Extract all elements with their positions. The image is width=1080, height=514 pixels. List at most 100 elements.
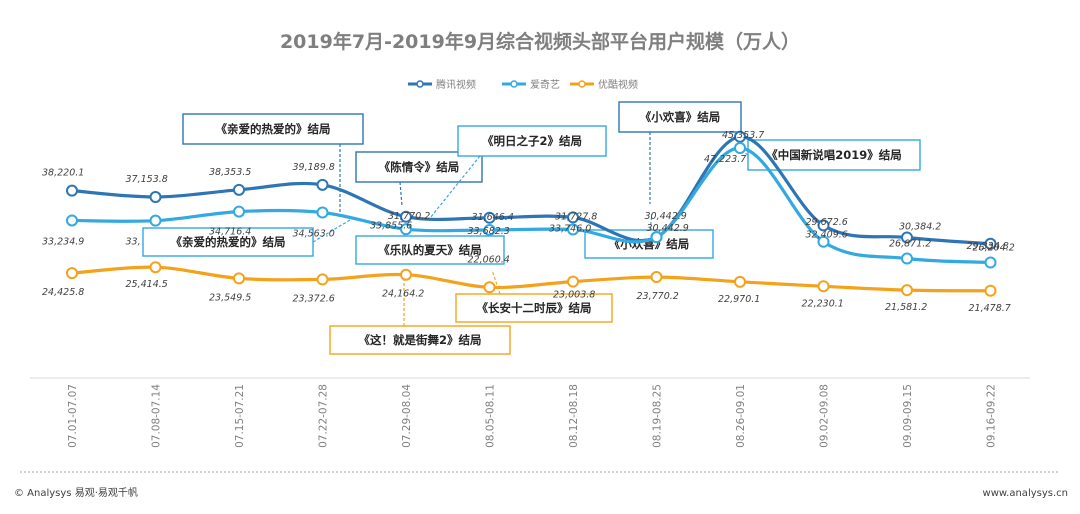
data-point-s0-5 — [483, 211, 496, 224]
data-label-layer: 38,220.1 37,153.8 38,353.5 39,189.8 33,855.6… — [42, 130, 1015, 314]
annotation-leader-5 — [312, 219, 351, 243]
legend-label-2: 优酷视频 — [598, 78, 638, 91]
annotation-label-0: 《亲爱的热爱的》结局 — [216, 122, 331, 136]
data-point-s2-7 — [650, 271, 663, 284]
data-label-s1-10: 26,871.2 — [889, 239, 931, 250]
data-label-s2-6: 23,003.8 — [553, 290, 595, 301]
data-label-s1-11: 26,204.2 — [973, 242, 1015, 253]
annotation-box-3 — [618, 101, 742, 133]
annotation-label-5: 《亲爱的热爱的》结局 — [171, 235, 286, 249]
data-point-s2-5 — [483, 281, 496, 294]
data-point-s1-6 — [567, 223, 579, 236]
data-point-s2-8 — [734, 275, 746, 288]
data-label-s2-7: 23,770.2 — [637, 291, 679, 302]
data-point-s2-9 — [817, 280, 830, 293]
data-point-s0-6 — [567, 211, 579, 224]
data-label-s2-3: 23,372.6 — [293, 293, 335, 304]
data-label-s0-11: 29,334.8 — [967, 241, 1009, 252]
legend-marker-1 — [510, 80, 518, 88]
data-point-s2-3 — [316, 273, 329, 286]
annotation-9: 《这！就是街舞2》结局 — [329, 270, 511, 355]
data-point-s2-1 — [149, 261, 162, 274]
data-label-s0-3: 39,189.8 — [293, 162, 335, 173]
data-point-s2-10 — [901, 284, 913, 297]
x-tick-label-0: 07.01-07.07 — [67, 384, 79, 448]
data-point-s1-0 — [66, 214, 78, 227]
data-point-s2-6 — [567, 275, 579, 288]
annotation-leader-7 — [649, 213, 653, 231]
annotation-label-6: 《乐队的夏天》结局 — [378, 243, 482, 257]
data-label-s2-1: 25,414.5 — [126, 279, 168, 290]
x-axis-ticks: 07.01-07.07 07.08-07.14 07.15-07.21 07.22-0… — [67, 384, 998, 448]
x-tick-label-2: 07.15-07.21 — [234, 384, 246, 448]
footer-url: www.analysys.cn — [983, 488, 1068, 499]
data-label-s0-2: 38,353.5 — [209, 167, 251, 178]
annotation-box-7 — [584, 229, 714, 259]
data-label-s0-10: 30,384.2 — [899, 222, 941, 233]
data-label-s2-11: 21,478.7 — [969, 303, 1011, 314]
data-point-s0-9 — [817, 219, 830, 232]
x-tick-label-5: 08.05-08.11 — [485, 384, 497, 448]
data-point-s2-11 — [984, 284, 997, 297]
data-point-s2-2 — [233, 272, 245, 285]
data-label-s0-4: 33,855.6 — [370, 221, 412, 232]
data-label-s1-5: 31,646.4 — [472, 212, 514, 223]
data-label-s1-3: 34,563.0 — [293, 229, 335, 240]
annotation-6: 《乐队的夏天》结局 — [355, 221, 505, 265]
data-label-s2-5: 22,060.4 — [468, 254, 510, 265]
data-label-s0-8: 47,223.7 — [704, 154, 746, 165]
data-point-s1-4 — [400, 223, 412, 236]
data-label-s1-4: 31,770.2 — [388, 211, 430, 222]
data-label-s2-2: 23,549.5 — [209, 292, 251, 303]
data-label-s2-9: 22,230.1 — [802, 298, 844, 309]
annotation-box-6 — [355, 235, 505, 265]
annotation-box-9 — [329, 325, 511, 355]
legend-label-1: 爱奇艺 — [530, 78, 560, 91]
data-label-s2-4: 24,164.2 — [382, 289, 424, 300]
data-point-s0-10 — [901, 231, 913, 244]
data-point-s1-5 — [483, 223, 496, 236]
annotation-box-8 — [455, 293, 613, 323]
x-tick-label-1: 07.08-07.14 — [151, 384, 163, 448]
data-point-s0-0 — [66, 184, 78, 197]
data-label-s1-6: 31,727.8 — [555, 211, 597, 222]
data-point-s1-11 — [984, 256, 997, 269]
data-label-s0-5: 33,682.3 — [468, 226, 510, 237]
annotation-label-3: 《小欢喜》结局 — [640, 110, 721, 124]
annotation-leader-1 — [399, 181, 403, 207]
data-point-s0-11 — [984, 237, 997, 250]
footer-copyright: © Analysys 易观·易观千帆 — [14, 486, 138, 499]
data-point-s1-2 — [233, 205, 245, 218]
annotation-label-4: 《中国新说唱2019》结局 — [766, 148, 902, 162]
annotation-leader-8 — [491, 269, 501, 295]
x-tick-label-6: 08.12-08.18 — [568, 384, 580, 448]
annotation-box-2 — [457, 125, 607, 157]
data-point-s1-8 — [734, 141, 746, 154]
data-label-s1-1: 33, — [126, 237, 141, 248]
x-tick-label-4: 07.29-08.04 — [401, 384, 413, 448]
data-point-s1-10 — [901, 252, 913, 265]
data-label-s0-6: 33,746.0 — [549, 223, 591, 234]
x-tick-label-10: 09.09-09.15 — [902, 384, 914, 448]
series-line-2 — [71, 265, 991, 293]
annotation-label-9: 《这！就是街舞2》结局 — [358, 333, 481, 347]
legend-marker-0 — [416, 80, 424, 88]
annotation-label-2: 《明日之子2》结局 — [482, 134, 582, 148]
data-label-s0-1: 37,153.8 — [126, 174, 168, 185]
x-tick-label-8: 08.26-09.01 — [735, 384, 747, 448]
x-tick-label-11: 09.16-09.22 — [986, 384, 998, 448]
data-label-s1-7: 30,442.9 — [647, 223, 689, 234]
annotation-box-1 — [355, 151, 483, 183]
data-point-s2-0 — [66, 267, 78, 280]
legend: 腾讯视频 爱奇艺 优酷视频 — [408, 78, 638, 91]
chart-title: 2019年7月-2019年9月综合视频头部平台用户规模（万人） — [280, 30, 800, 53]
annotation-layer: 《亲爱的热爱的》结局《陈情令》结局《明日之子2》结局《小欢喜》结局《中国新说唱2… — [142, 101, 921, 355]
series-layer — [66, 130, 997, 297]
data-label-s2-8: 22,970.1 — [718, 294, 760, 305]
data-point-s0-3 — [316, 178, 329, 191]
annotation-box-5 — [142, 227, 314, 257]
data-label-s2-0: 24,425.8 — [42, 287, 84, 298]
legend-marker-2 — [578, 80, 586, 88]
data-point-s1-3 — [316, 206, 329, 219]
annotation-0: 《亲爱的热爱的》结局 — [182, 113, 364, 218]
